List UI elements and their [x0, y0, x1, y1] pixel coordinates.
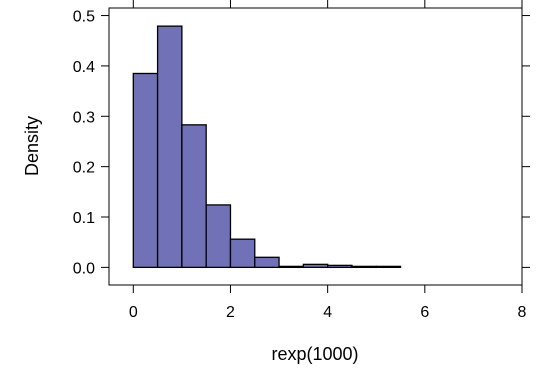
x-tick-label: 0: [129, 304, 138, 321]
x-tick-label: 2: [226, 304, 235, 321]
x-axis: 0 2 4 6 8: [129, 0, 527, 321]
x-axis-label: rexp(1000): [271, 344, 358, 364]
y-tick-label: 0.1: [73, 210, 95, 227]
plot-frame: [108, 7, 523, 286]
y-tick-label: 0.3: [73, 109, 95, 126]
histogram-bar: [278, 265, 305, 269]
histogram-bar: [326, 264, 353, 269]
histogram-bar: [302, 263, 329, 269]
histogram-bars: [132, 25, 402, 269]
y-tick-label: 0.0: [73, 260, 95, 277]
histogram-bar: [132, 72, 159, 269]
x-tick-label: 8: [518, 304, 527, 321]
histogram-bar: [205, 204, 232, 269]
y-tick-label: 0.5: [73, 9, 95, 26]
histogram-bar: [351, 265, 377, 269]
y-axis: 0.0 0.1 0.2 0.3 0.4 0.5: [73, 9, 530, 277]
y-tick-label: 0.4: [73, 59, 95, 76]
y-axis-label: Density: [22, 116, 42, 176]
y-tick-label: 0.2: [73, 160, 95, 177]
x-tick-label: 4: [323, 304, 332, 321]
histogram-bar: [181, 124, 207, 269]
x-tick-label: 6: [420, 304, 429, 321]
histogram-bar: [156, 25, 183, 269]
histogram-bar: [229, 238, 256, 269]
histogram-bar: [254, 256, 280, 269]
histogram-bar: [375, 265, 402, 269]
